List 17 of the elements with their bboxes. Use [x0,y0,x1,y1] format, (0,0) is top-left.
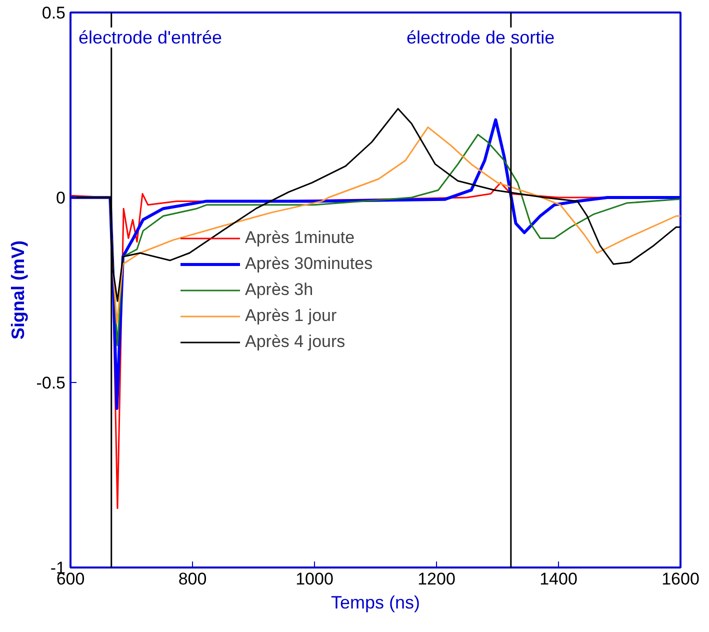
x-tick-label: 1400 [540,570,578,588]
x-axis-title: Temps (ns) [330,592,420,612]
legend-label: Après 30minutes [245,254,373,274]
x-tick-label: 800 [178,570,207,588]
x-tick-label: 1000 [296,570,334,588]
x-tick-label: 1600 [662,570,700,588]
y-axis-title: Signal (mV) [8,240,28,340]
legend-label: Après 1minute [245,228,355,248]
y-tick-label: 0 [56,188,66,208]
annotation: électrode de sortie [406,28,555,48]
annotation: électrode d'entrée [78,28,222,48]
x-tick-label: 1200 [418,570,456,588]
y-tick-label: -0.5 [36,374,66,392]
legend-label: Après 1 jour [245,306,337,326]
legend-label: Après 3h [245,280,314,300]
y-tick-label: 0.5 [42,4,66,22]
legend-label: Après 4 jours [245,332,346,352]
